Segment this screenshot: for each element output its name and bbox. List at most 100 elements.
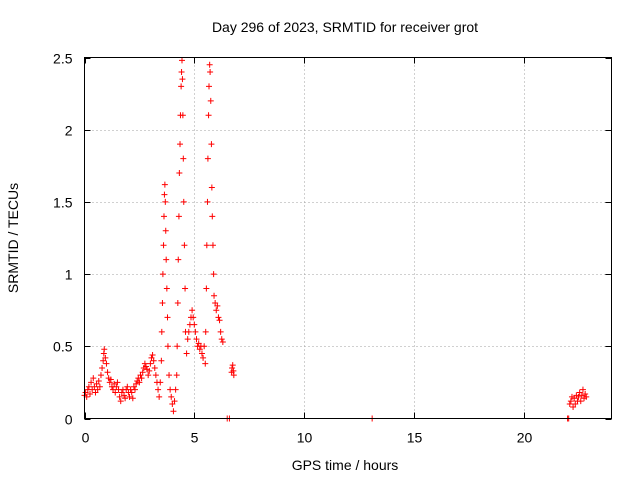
data-point	[204, 198, 211, 205]
data-point	[162, 198, 169, 205]
data-point	[193, 336, 200, 343]
data-point	[97, 372, 104, 379]
data-point	[107, 376, 114, 383]
data-point	[170, 408, 177, 415]
data-point	[129, 395, 136, 402]
data-points	[81, 57, 590, 422]
data-point	[229, 362, 236, 369]
data-point	[214, 302, 221, 309]
y-tick-label: 2	[65, 123, 73, 139]
data-point	[96, 383, 103, 390]
data-point	[159, 299, 166, 306]
data-point	[184, 336, 191, 343]
data-point	[230, 372, 237, 379]
data-point	[190, 314, 197, 321]
data-point	[114, 379, 121, 386]
data-point	[101, 346, 108, 353]
data-point	[150, 357, 157, 364]
data-point	[139, 369, 146, 376]
x-tick-label: 15	[407, 430, 423, 446]
data-point	[112, 389, 119, 396]
plot-frame	[84, 57, 612, 419]
data-point	[202, 328, 209, 335]
data-point	[203, 242, 210, 249]
data-point	[567, 398, 574, 405]
y-tick-labels: 0 0.5 1 1.5 2 2.5	[53, 51, 73, 428]
data-point	[178, 57, 185, 64]
data-point	[209, 213, 216, 220]
data-point	[219, 338, 226, 345]
data-point	[164, 314, 171, 321]
data-point	[211, 292, 218, 299]
data-point	[579, 386, 586, 393]
data-point	[206, 83, 213, 90]
x-tick-labels: 0 5 10 15 20	[82, 430, 533, 446]
x-tick-label: 20	[517, 430, 533, 446]
x-tick-label: 5	[191, 430, 199, 446]
data-point	[582, 390, 589, 397]
data-point	[160, 213, 167, 220]
data-point	[141, 360, 148, 367]
data-point	[167, 386, 174, 393]
data-point	[201, 343, 208, 350]
data-point	[173, 372, 180, 379]
data-point	[207, 68, 214, 75]
data-point	[172, 386, 179, 393]
data-point	[215, 314, 222, 321]
data-point	[142, 363, 149, 370]
data-point	[180, 198, 187, 205]
data-point	[203, 285, 210, 292]
x-axis-title: GPS time / hours	[292, 457, 399, 473]
data-point	[213, 307, 220, 314]
data-point	[147, 360, 154, 367]
data-point	[124, 383, 131, 390]
grid-lines	[84, 57, 612, 419]
data-point	[146, 367, 153, 374]
data-point	[198, 350, 205, 357]
x-tick-label: 0	[82, 430, 90, 446]
chart-title: Day 296 of 2023, SRMTID for receiver gro…	[212, 19, 478, 35]
data-point	[138, 375, 145, 382]
data-point	[88, 379, 95, 386]
data-point	[102, 354, 109, 361]
data-point	[191, 321, 198, 328]
data-point	[116, 393, 123, 400]
x-tick-label: 10	[297, 430, 313, 446]
data-point	[185, 328, 192, 335]
data-point	[104, 369, 111, 376]
data-point	[160, 242, 167, 249]
data-point	[202, 360, 209, 367]
data-point	[122, 395, 129, 402]
data-point	[121, 392, 128, 399]
data-point	[200, 354, 207, 361]
data-point	[189, 307, 196, 314]
data-point	[217, 328, 224, 335]
data-point	[90, 375, 97, 382]
data-point	[128, 389, 135, 396]
data-point	[577, 398, 584, 405]
data-point	[204, 155, 211, 162]
data-point	[85, 383, 92, 390]
data-point	[133, 380, 140, 387]
data-point	[229, 364, 236, 371]
data-point	[182, 285, 189, 292]
data-point	[149, 351, 156, 358]
data-point	[103, 360, 110, 367]
data-point	[174, 343, 181, 350]
data-point	[179, 76, 186, 83]
data-point	[208, 141, 215, 148]
data-point	[132, 386, 139, 393]
data-point	[166, 372, 173, 379]
data-point	[192, 328, 199, 335]
data-point	[117, 398, 124, 405]
data-point	[152, 372, 159, 379]
data-point	[95, 377, 102, 384]
data-point	[208, 184, 215, 191]
data-point	[155, 386, 162, 393]
data-point	[196, 346, 203, 353]
data-point	[163, 256, 170, 263]
data-point	[177, 141, 184, 148]
data-point	[210, 271, 217, 278]
data-point	[164, 343, 171, 350]
